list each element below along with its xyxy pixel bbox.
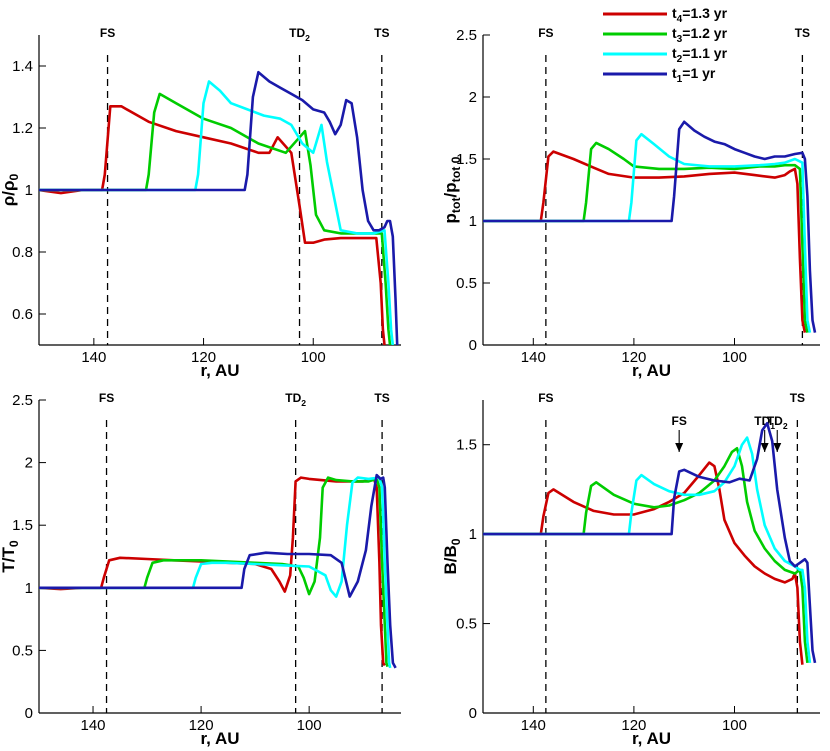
y-tick-label: 0.6 [12,306,33,323]
x-tick-label: 120 [621,717,646,734]
y-tick-label: 1 [469,213,477,230]
series-line-2 [483,446,809,664]
x-tick-label: 100 [722,717,747,734]
y-tick-label: 1.5 [12,517,33,534]
y-tick-label: 0.8 [12,244,33,261]
series-line-1 [483,461,804,665]
y-tick-label: 1.5 [456,151,477,168]
y-tick-label: 0 [469,337,477,354]
y-tick-label: 1.2 [12,120,33,137]
y-tick-label: 1.5 [456,437,477,454]
marker-arrow-head [675,443,684,452]
legend-label: t2=1.1 yr [672,45,728,65]
y-tick-label: 1 [25,580,33,597]
shock-marker-label: TD2 [285,391,306,408]
series-line-2 [483,141,809,333]
shock-marker-label: FS [538,26,553,40]
x-tick-label: 100 [722,349,747,366]
marker-arrow-head [760,443,769,452]
shock-marker-label: FS [538,391,553,405]
series-group [483,421,817,665]
shock-marker-label: TS [374,391,389,405]
series-line-4 [483,421,817,664]
series-line-3 [39,476,392,669]
series-line-3 [483,132,812,333]
series-line-4 [483,120,817,333]
x-tick-label: 140 [521,349,546,366]
x-tick-label: 120 [621,349,646,366]
y-tick-label: 0.5 [456,275,477,292]
y-tick-label: 2.5 [12,392,33,409]
y-tick-label: 0 [469,705,477,722]
y-tick-label: 1 [469,526,477,543]
y-tick-label: 0 [25,705,33,722]
x-tick-label: 100 [301,349,326,366]
x-tick-label: 140 [521,717,546,734]
y-axis-title: ptot/ptot 0 [441,156,463,223]
legend-label: t4=1.3 yr [672,5,728,25]
series-line-3 [39,80,395,345]
x-axis-title: r, AU [632,361,671,380]
series-group [39,473,397,669]
series-line-1 [483,150,807,333]
shock-marker-label: FS [100,26,115,40]
y-tick-label: 1.4 [12,58,33,75]
shock-marker-label: TD2 [289,26,310,43]
shock-marker-label: TS [790,391,805,405]
y-axis-title: T/T0 [0,540,21,573]
y-tick-label: 2 [469,89,477,106]
series-group [483,120,817,333]
series-line-4 [39,70,399,345]
series-line-2 [39,476,389,668]
marker-arrow-label: FS [671,414,686,428]
shock-marker-label: TS [374,26,389,40]
series-line-1 [39,105,386,345]
chart-panel-2: 140 120 100 0 0.5 1 1.5 2 2.5 r, AU ptot/ptot 0 FS T… [441,26,820,380]
x-tick-label: 140 [81,717,106,734]
legend-label: t3=1.2 yr [672,25,728,45]
y-tick-label: 2 [25,455,33,472]
y-axis-title: ρ/ρ0 [0,174,21,207]
shock-marker-label: TS [795,26,810,40]
y-tick-label: 0.5 [12,642,33,659]
chart-panel-3: 140 120 100 0 0.5 1 1.5 2 2.5 r, AU T/T0 FS TD2 TS [0,391,401,748]
y-tick-label: 0.5 [456,616,477,633]
shock-marker-label: FS [99,391,114,405]
series-line-4 [39,473,397,669]
legend-label: t1=1 yr [672,65,716,85]
marker-arrow-label: TD2 [767,414,788,431]
x-tick-label: 120 [189,717,214,734]
x-axis-title: r, AU [632,729,671,748]
y-axis-title: B/B0 [441,538,463,574]
series-line-3 [483,436,812,664]
series-line-1 [39,476,386,667]
x-axis-title: r, AU [200,361,239,380]
x-tick-label: 120 [191,349,216,366]
x-axis-title: r, AU [200,729,239,748]
y-tick-label: 1 [25,182,33,199]
marker-arrow-head [773,443,782,452]
x-tick-label: 140 [81,349,106,366]
y-tick-label: 2.5 [456,27,477,44]
series-group [39,70,399,345]
x-tick-label: 100 [297,717,322,734]
